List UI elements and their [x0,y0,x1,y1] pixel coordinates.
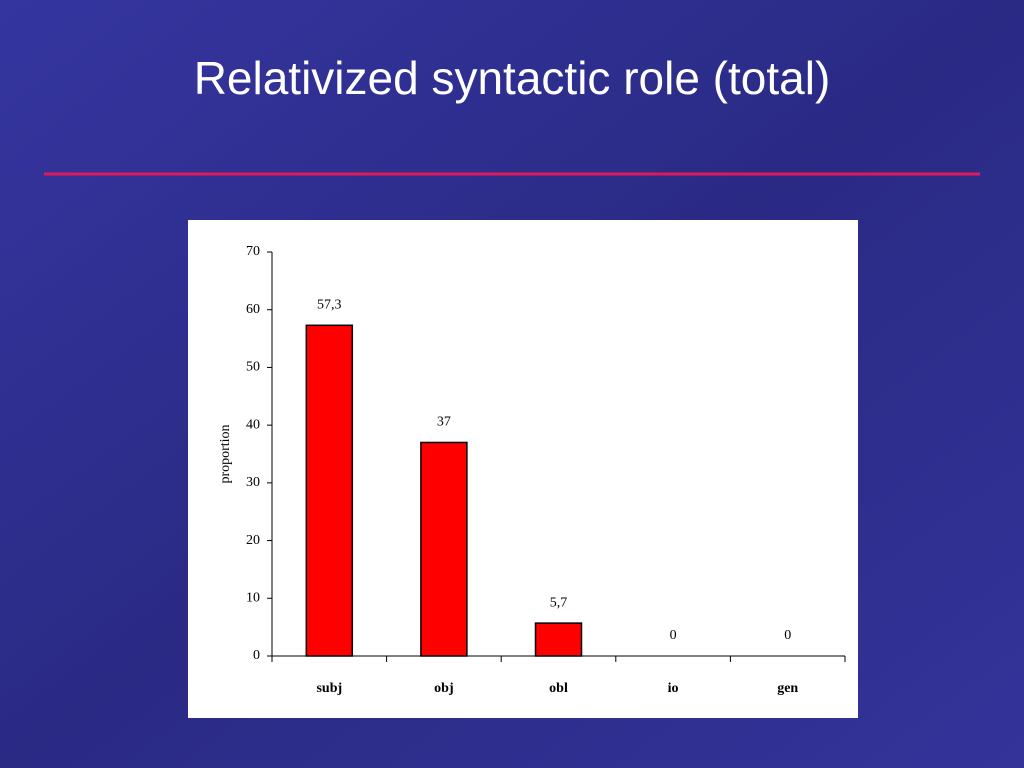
y-tick-label: 70 [246,244,260,259]
slide-title: Relativized syntactic role (total) [194,52,831,104]
x-tick-label: gen [777,681,798,696]
chart-area [188,220,858,718]
x-tick-label: obj [434,681,453,696]
x-tick-label: subj [316,681,342,696]
y-tick-label: 30 [246,475,260,490]
value-label: 0 [670,628,677,643]
y-tick-label: 60 [246,302,260,317]
y-tick-label: 40 [246,417,260,432]
y-tick-label: 20 [246,533,260,548]
bar [305,324,354,657]
bar [534,622,583,657]
x-tick-label: obl [549,681,568,696]
y-tick-label: 50 [246,360,260,375]
bar [420,441,468,657]
x-tick-label: io [668,681,679,696]
y-tick-label: 0 [253,648,260,663]
value-label: 37 [437,415,451,430]
value-label: 57,3 [317,298,342,313]
value-label: 5,7 [550,595,568,610]
plot: 0 10 20 30 40 50 60 70 subj 57,3 obj 37 obl 5,7 io 0 gen… [246,244,846,696]
y-tick-label: 10 [246,591,260,606]
value-label: 0 [784,628,791,643]
y-axis-label: proportion [218,424,233,483]
